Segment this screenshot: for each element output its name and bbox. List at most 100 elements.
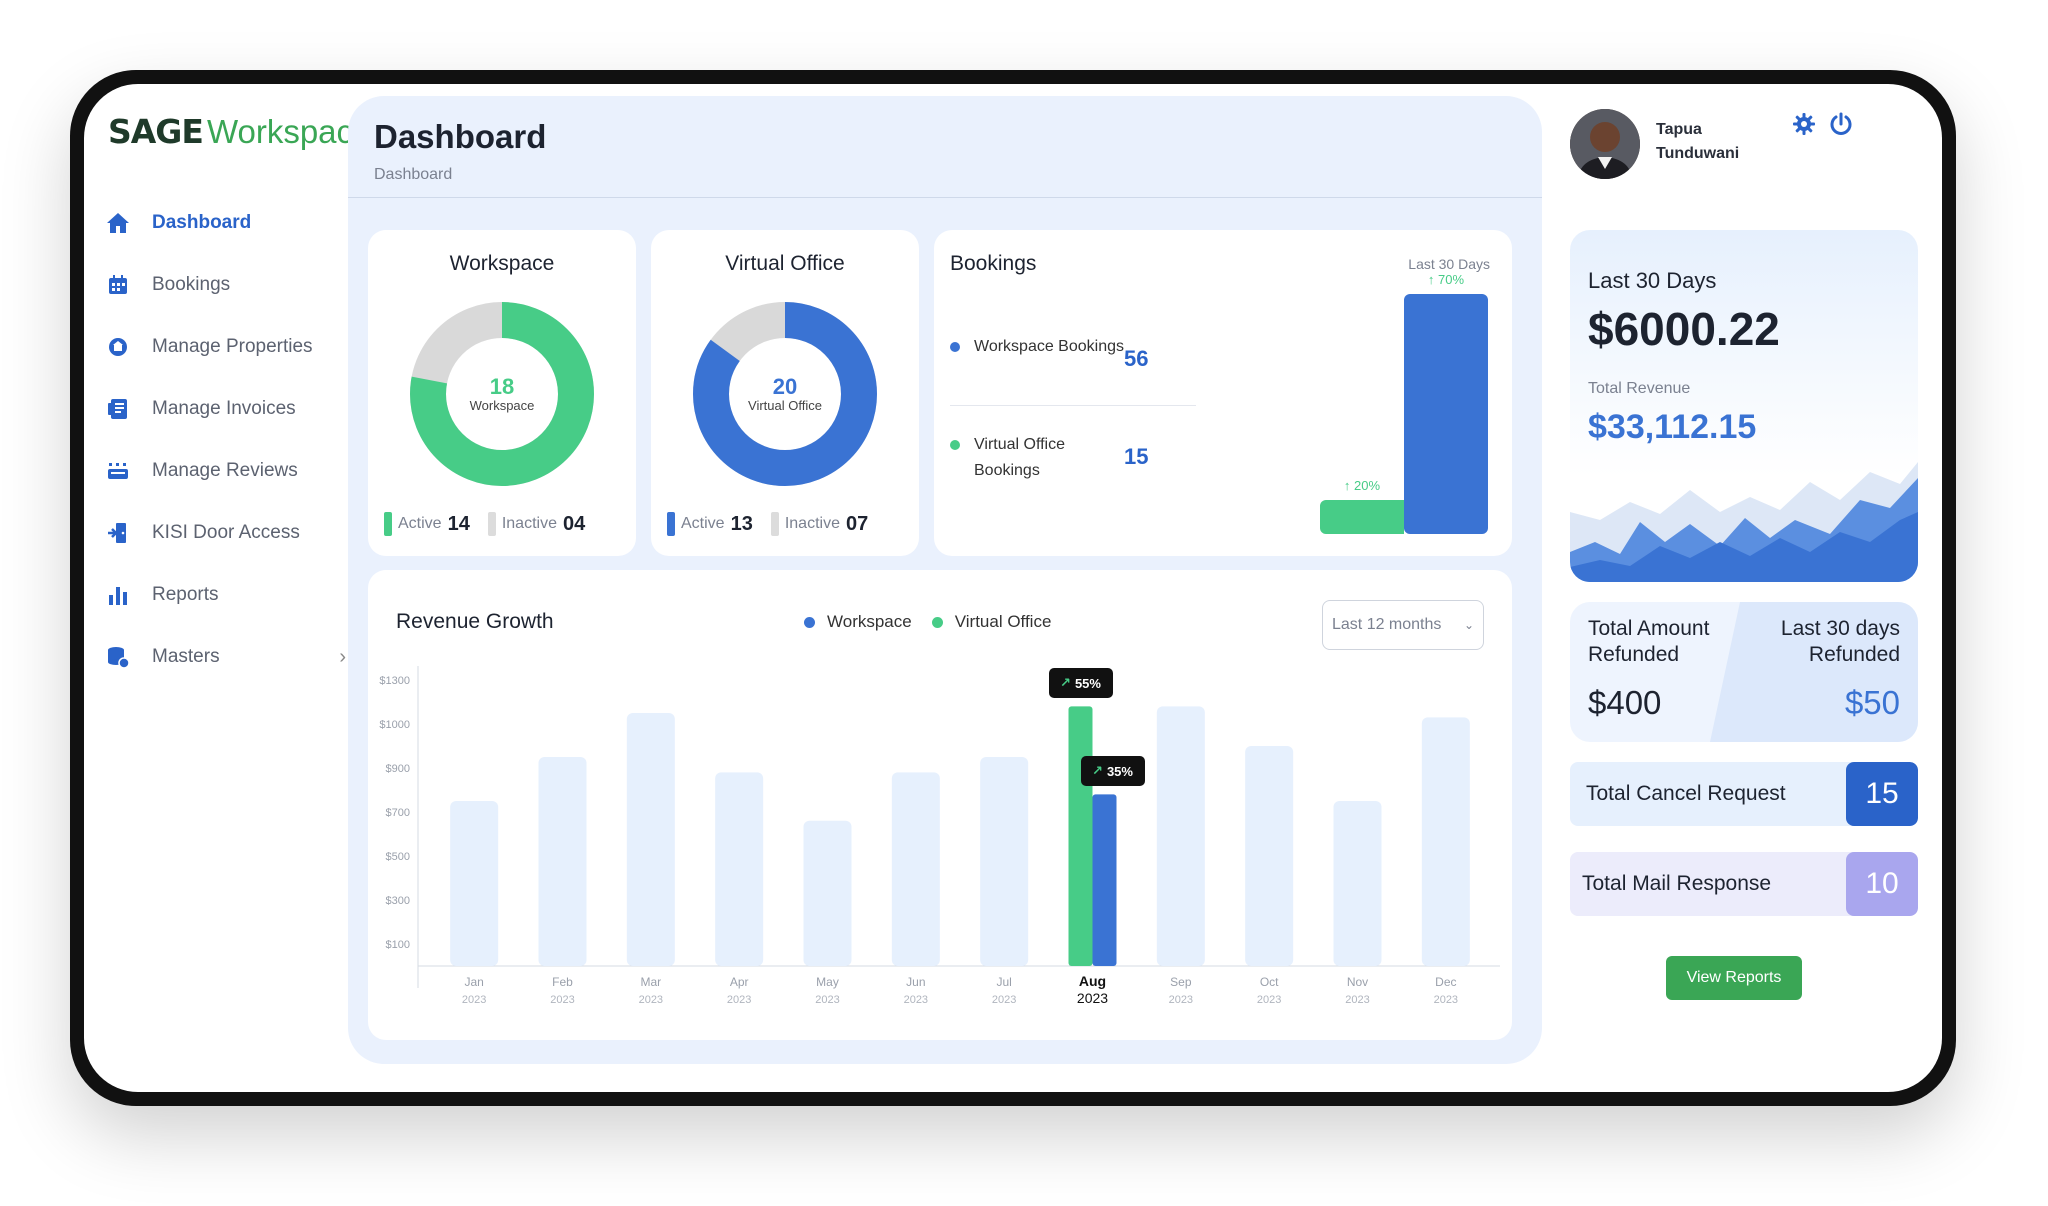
- bar-workspace: [1068, 706, 1093, 966]
- workspace-dot: [950, 342, 960, 352]
- bar-virtual-office: [1092, 794, 1117, 966]
- x-tick-month: Feb: [552, 975, 573, 989]
- chart-legend: Workspace Virtual Office: [804, 612, 1051, 632]
- sidebar-item-kisi-door-access[interactable]: KISI Door Access: [106, 502, 346, 564]
- bar-revenue: [891, 772, 940, 966]
- bar-revenue: [1245, 746, 1294, 966]
- revenue-summary-card: Last 30 Days $6000.22 Total Revenue $33,…: [1570, 230, 1918, 582]
- refund-left-label: Total Amount Refunded: [1588, 617, 1710, 666]
- sidebar-item-manage-reviews[interactable]: Manage Reviews: [106, 440, 346, 502]
- sidebar-nav: Dashboard Bookings Manage Properties Man…: [106, 192, 346, 688]
- workspace-donut: 18 Workspace: [410, 302, 594, 486]
- period-select[interactable]: Last 12 months ⌄: [1322, 600, 1484, 650]
- bookings-card: Bookings Last 30 Days Workspace Bookings…: [934, 230, 1512, 556]
- gear-icon[interactable]: [1792, 112, 1816, 136]
- active-swatch: [667, 512, 675, 536]
- sidebar-item-dashboard[interactable]: Dashboard: [106, 192, 346, 254]
- y-tick-label: $1300: [379, 675, 410, 687]
- masters-icon: [108, 647, 130, 669]
- avatar[interactable]: [1570, 109, 1640, 179]
- logo-sage: SAGE: [108, 112, 204, 151]
- inactive-value: 07: [845, 512, 869, 535]
- card-title: Virtual Office: [725, 252, 845, 275]
- x-tick-month: Oct: [1260, 975, 1279, 989]
- total-revenue-value: $33,112.15: [1588, 408, 1757, 446]
- x-tick-year: 2023: [1077, 990, 1108, 1006]
- profile-last-name: Tunduwani: [1656, 145, 1740, 162]
- mail-response-label: Total Mail Response: [1582, 872, 1772, 895]
- x-tick-year: 2023: [1169, 994, 1193, 1006]
- y-tick-label: $1000: [379, 719, 410, 731]
- bar-revenue: [538, 757, 587, 966]
- period-select-value: Last 12 months: [1332, 616, 1442, 633]
- brand-logo[interactable]: SAGE Workspace: [108, 112, 371, 151]
- workspace-bookings-label: Workspace Bookings: [974, 338, 1124, 355]
- sidebar-item-label: Manage Properties: [152, 336, 313, 357]
- cancel-request-card[interactable]: Total Cancel Request 15: [1570, 762, 1918, 826]
- header-divider: [348, 197, 1542, 198]
- x-tick-year: 2023: [1345, 994, 1369, 1006]
- revenue-sparkline: [1570, 462, 1918, 582]
- legend-workspace-dot: [804, 616, 815, 628]
- bookings-green-bar: [1320, 500, 1404, 534]
- sidebar-item-label: Masters: [152, 646, 220, 667]
- x-tick-year: 2023: [462, 994, 486, 1006]
- revenue-amount: $6000.22: [1588, 303, 1780, 355]
- power-icon[interactable]: [1829, 112, 1853, 136]
- bookings-icon: [109, 275, 127, 294]
- x-tick-year: 2023: [904, 994, 928, 1006]
- virtual-bookings-value: 15: [1124, 444, 1149, 469]
- x-tick-month: Mar: [640, 975, 661, 989]
- x-tick-year: 2023: [992, 994, 1016, 1006]
- x-tick-year: 2023: [1257, 994, 1281, 1006]
- sidebar-item-bookings[interactable]: Bookings: [106, 254, 346, 316]
- active-value: 13: [730, 512, 753, 535]
- breadcrumb[interactable]: Dashboard: [374, 166, 453, 183]
- revenue-period-label: Last 30 Days: [1588, 268, 1717, 293]
- sidebar-item-label: Reports: [152, 584, 219, 605]
- x-tick-year: 2023: [727, 994, 751, 1006]
- x-tick-year: 2023: [1434, 994, 1458, 1006]
- properties-icon: [109, 338, 127, 356]
- x-tick-year: 2023: [639, 994, 663, 1006]
- virtual-office-count-label: Virtual Office: [748, 397, 822, 413]
- y-tick-label: $300: [386, 895, 410, 907]
- virtual-office-card: Virtual Office 20 Virtual Office Active …: [651, 230, 919, 556]
- bookings-period: Last 30 Days: [1408, 256, 1490, 272]
- bar-revenue: [1156, 706, 1205, 966]
- x-tick-year: 2023: [550, 994, 574, 1006]
- bookings-divider: [950, 405, 1196, 406]
- app-screen: SAGE Workspace Dashboard Bookings Manage …: [84, 84, 1942, 1092]
- bar-revenue: [450, 801, 499, 966]
- bar-revenue: [980, 757, 1029, 966]
- total-revenue-label: Total Revenue: [1588, 380, 1691, 397]
- chevron-down-icon: ⌄: [1463, 618, 1474, 632]
- mail-response-card[interactable]: Total Mail Response 10: [1570, 852, 1918, 916]
- sidebar-item-label: Dashboard: [152, 212, 252, 233]
- sidebar-item-masters[interactable]: Masters ›: [106, 626, 346, 688]
- virtual-bookings-label: Virtual Office Bookings: [974, 436, 1066, 479]
- workspace-card: Workspace 18 Workspace Active 14 Inactiv…: [368, 230, 636, 556]
- refund-right-value: $50: [1844, 684, 1900, 721]
- sidebar-item-reports[interactable]: Reports: [106, 564, 346, 626]
- virtual-office-dot: [950, 440, 960, 450]
- cancel-request-count: 15: [1846, 762, 1918, 826]
- card-title: Revenue Growth: [396, 610, 554, 633]
- workspace-legend: Active 14 Inactive 04: [384, 512, 603, 536]
- bar-revenue: [1333, 801, 1382, 966]
- virtual-office-legend: Active 13 Inactive 07: [667, 512, 886, 536]
- invoices-icon: [108, 399, 127, 419]
- x-tick-month: Jan: [464, 975, 483, 989]
- inactive-value: 04: [562, 512, 586, 535]
- active-value: 14: [447, 512, 470, 535]
- x-tick-year: 2023: [815, 994, 839, 1006]
- sidebar-item-manage-properties[interactable]: Manage Properties: [106, 316, 346, 378]
- virtual-office-active-arc: [693, 302, 877, 486]
- mail-response-count: 10: [1846, 852, 1918, 916]
- workspace-count-label: Workspace: [469, 397, 535, 413]
- refund-split-bg: [1710, 602, 1918, 742]
- sidebar-item-manage-invoices[interactable]: Manage Invoices: [106, 378, 346, 440]
- y-tick-label: $900: [386, 763, 410, 775]
- view-reports-button[interactable]: View Reports: [1666, 956, 1802, 1000]
- x-tick-month: May: [816, 975, 839, 989]
